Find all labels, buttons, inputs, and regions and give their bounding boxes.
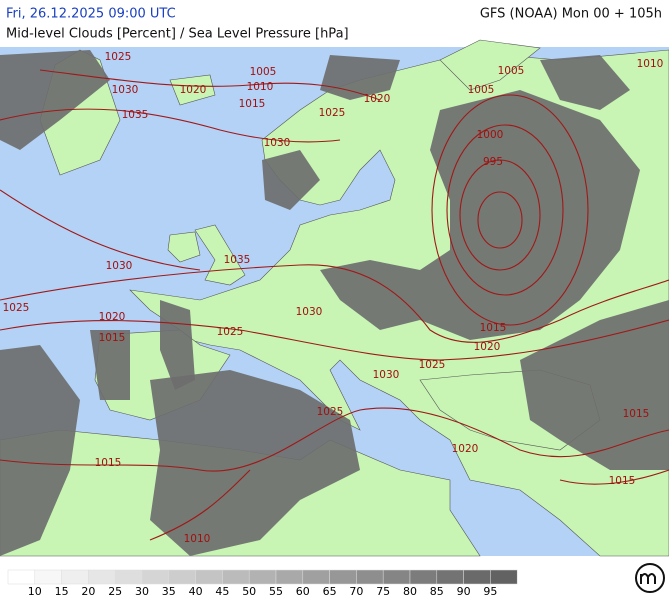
isobar-label: 1015	[95, 457, 122, 469]
colorbar-swatch	[275, 569, 304, 585]
isobar-label: 1035	[122, 109, 149, 121]
colorbar-label: 85	[430, 585, 444, 598]
isobar-label: 1010	[184, 533, 211, 545]
colorbar-label: 10	[28, 585, 42, 598]
isobar-label: 1025	[319, 107, 346, 119]
cloud-area	[520, 300, 669, 470]
colorbar-swatch	[141, 569, 170, 585]
colorbar-swatch	[195, 569, 223, 585]
colorbar-swatch	[490, 569, 518, 585]
isobar-label: 1005	[250, 66, 277, 78]
isobar-label: 1015	[99, 332, 126, 344]
isobar-label: 1020	[99, 311, 126, 323]
colorbar-label: 60	[296, 585, 310, 598]
colorbar-label: 50	[242, 585, 256, 598]
isobar-label: 1030	[296, 306, 323, 318]
isobar-label: 1020	[180, 84, 207, 96]
cloud-area	[0, 345, 80, 556]
colorbar-label: 95	[483, 585, 497, 598]
cloud-area	[320, 90, 640, 340]
colorbar-label: 45	[215, 585, 229, 598]
isobar-label: 1015	[480, 322, 507, 334]
model-title: GFS (NOAA) Mon 00 + 105h	[480, 7, 662, 22]
isobar-label: 1025	[105, 51, 132, 63]
isobar-label: 1005	[498, 65, 525, 77]
isobar-label: 1030	[106, 260, 133, 272]
isobar-label: 1020	[364, 93, 391, 105]
isobar-label: 1030	[373, 369, 400, 381]
isobar-label: 1005	[468, 84, 495, 96]
isobar-label: 1000	[477, 129, 504, 141]
isobar-label: 1025	[317, 406, 344, 418]
colorbar-label: 80	[403, 585, 417, 598]
map	[0, 39, 669, 557]
logo	[635, 563, 665, 593]
colorbar-swatch	[463, 569, 491, 585]
colorbar-label: 25	[108, 585, 122, 598]
land	[167, 231, 201, 263]
colorbar-swatch	[436, 569, 464, 585]
isobar-label: 1015	[609, 475, 636, 487]
isobar-label: 1010	[247, 81, 274, 93]
date-title: Fri, 26.12.2025 09:00 UTC	[6, 7, 176, 22]
land	[194, 224, 246, 286]
colorbar-label: 55	[269, 585, 283, 598]
land	[169, 74, 216, 106]
colorbar: 10 15 20 25 30 35 40 45 50 55 60 65 70 75 80 85 90 95	[7, 569, 518, 598]
colorbar-label: 65	[323, 585, 337, 598]
colorbar-label: 90	[457, 585, 471, 598]
isobar-labels: 1025 1030 1035 1020 1005 1010 1015 1030 1025 1020…	[3, 51, 664, 545]
cloud-area	[262, 150, 320, 210]
cloud-area	[90, 330, 130, 400]
colorbar-swatch	[222, 569, 250, 585]
subtitle: Mid-level Clouds [Percent] / Sea Level P…	[6, 27, 349, 42]
isobar-label: 1015	[623, 408, 650, 420]
colorbar-swatch	[409, 569, 438, 585]
isobar-label: 1030	[264, 137, 291, 149]
cloud-area	[540, 55, 630, 110]
colorbar-label: 15	[55, 585, 69, 598]
colorbar-label: 40	[189, 585, 203, 598]
isobar-label: 1025	[217, 326, 244, 338]
colorbar-swatch	[356, 569, 384, 585]
colorbar-swatch	[382, 569, 411, 585]
colorbar-swatch	[7, 569, 36, 585]
isobar-label: 1025	[3, 302, 30, 314]
isobar-label: 1010	[637, 58, 664, 70]
isobar-label: 1020	[452, 443, 479, 455]
isobar-label: 1025	[419, 359, 446, 371]
colorbar-label: 30	[135, 585, 149, 598]
isobar-label: 1020	[474, 341, 501, 353]
isobars	[0, 69, 669, 541]
isobar-label: 1015	[239, 98, 266, 110]
colorbar-swatch	[302, 569, 330, 585]
colorbar-swatch	[168, 569, 196, 585]
colorbar-label: 75	[376, 585, 390, 598]
colorbar-swatch	[34, 569, 62, 585]
colorbar-swatch	[88, 569, 116, 585]
isobar-label: 1030	[112, 84, 139, 96]
colorbar-label: 35	[162, 585, 176, 598]
colorbar-label: 70	[349, 585, 363, 598]
colorbar-swatch	[329, 569, 357, 585]
colorbar-swatch	[114, 569, 143, 585]
land	[439, 39, 541, 91]
colorbar-swatch	[61, 569, 89, 585]
isobar-label: 995	[483, 156, 503, 168]
colorbar-swatch	[248, 569, 277, 585]
colorbar-label: 20	[81, 585, 95, 598]
isobar-label: 1035	[224, 254, 251, 266]
